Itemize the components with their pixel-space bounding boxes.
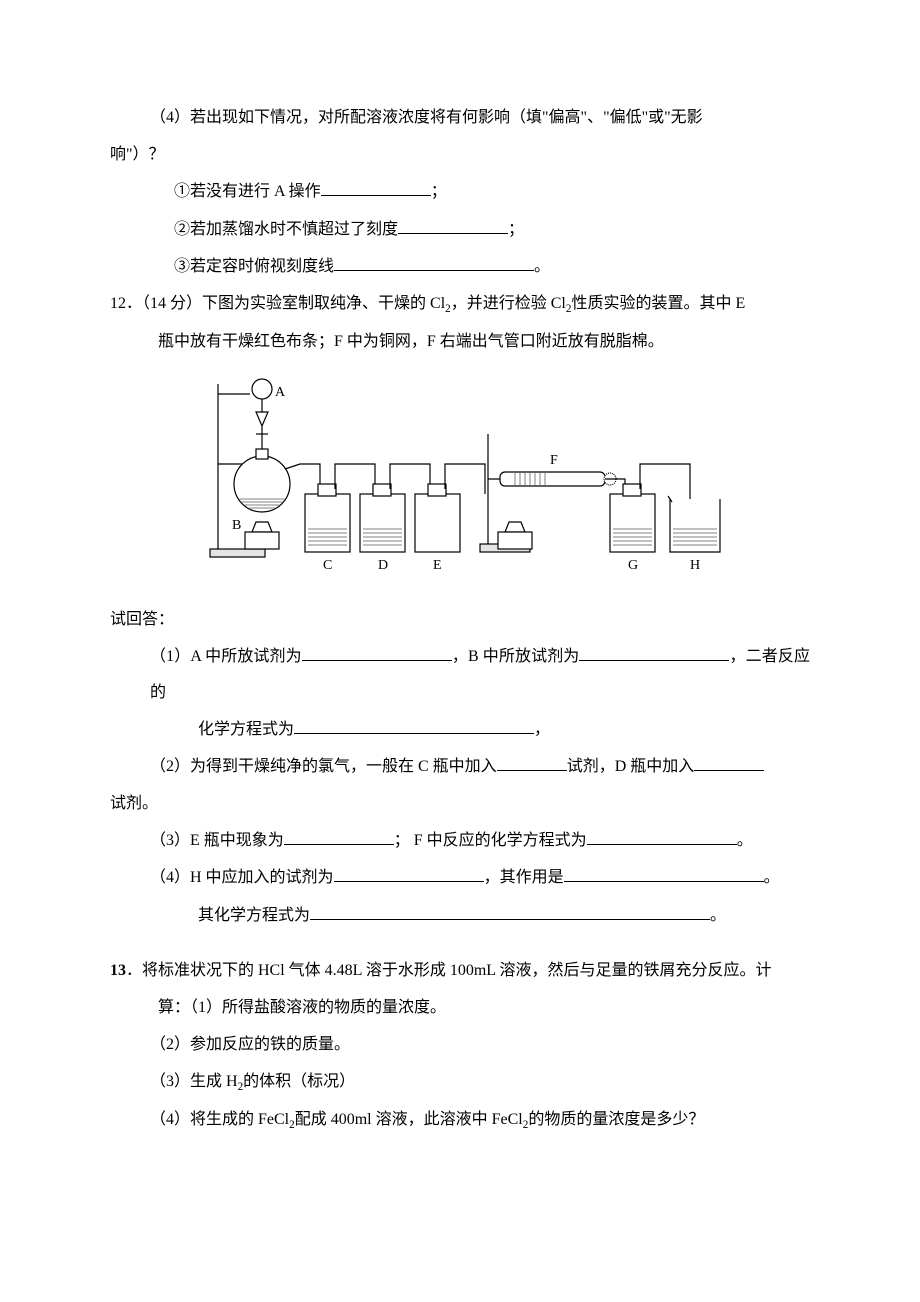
q12-intro1a: 下图为实验室制取纯净、干燥的 Cl: [202, 295, 445, 312]
q11-sub3-text: ③若定容时俯视刻度线: [174, 258, 334, 275]
svg-text:D: D: [378, 558, 388, 573]
q11-p4-text1: （4）若出现如下情况，对所配溶液浓度将有何影响（填"偏高"、"偏低"或"无影: [150, 109, 703, 126]
blank-fill: [398, 218, 508, 234]
q12-p2-line1: （2）为得到干燥纯净的氯气，一般在 C 瓶中加入 试剂，D 瓶中加入: [110, 749, 810, 784]
q11-sub3: ③若定容时俯视刻度线 。: [110, 249, 810, 284]
q11-sub3-end: 。: [534, 258, 550, 275]
blank-fill: [579, 645, 729, 661]
blank-fill: [694, 755, 764, 771]
blank-fill: [334, 866, 484, 882]
q13-p4: （4）将生成的 FeCl2配成 400ml 溶液，此溶液中 FeCl2的物质的量…: [110, 1102, 810, 1138]
q13-p3: （3）生成 H2的体积（标况）: [110, 1064, 810, 1100]
q12-number: 12．: [110, 295, 142, 312]
q11-p4-text2: 响"）？: [110, 146, 165, 163]
q12-p1-line1: （1）A 中所放试剂为，B 中所放试剂为，二者反应的: [110, 639, 810, 709]
q12-p3: （3）E 瓶中现象为 ； F 中反应的化学方程式为 。: [110, 823, 810, 858]
q13-p4c: 的物质的量浓度是多少？: [528, 1111, 704, 1128]
q12-p4a: （4）H 中应加入的试剂为: [150, 869, 334, 886]
blank-fill: [334, 255, 534, 271]
q12-p4-line1: （4）H 中应加入的试剂为 ，其作用是 。: [110, 860, 810, 895]
q12-intro2: 瓶中放有干燥红色布条；F 中为铜网，F 右端出气管口附近放有脱脂棉。: [158, 333, 664, 350]
svg-text:H: H: [690, 558, 700, 573]
q11-sub1-end: ；: [431, 183, 447, 200]
q11-part4-line1: （4）若出现如下情况，对所配溶液浓度将有何影响（填"偏高"、"偏低"或"无影: [110, 100, 810, 135]
q12-p1-line2: 化学方程式为 ，: [110, 712, 810, 747]
blank-fill: [587, 829, 737, 845]
svg-text:G: G: [628, 558, 638, 573]
q12-p4-line2: 其化学方程式为 。: [110, 898, 810, 933]
q13-line1: 13．将标准状况下的 HCl 气体 4.48L 溶于水形成 100mL 溶液，然…: [110, 953, 810, 988]
svg-text:F: F: [550, 453, 558, 468]
q13-line2: 算：（1）所得盐酸溶液的物质的量浓度。: [110, 990, 810, 1025]
svg-text:B: B: [232, 518, 241, 533]
q12-p2c: 试剂。: [110, 795, 158, 812]
q11-sub2-text: ②若加蒸馏水时不慎超过了刻度: [174, 221, 398, 238]
chemistry-apparatus-svg: A B: [200, 374, 730, 574]
q13-p3a: （3）生成 H: [150, 1073, 238, 1090]
q12-points: （14 分）: [142, 295, 202, 312]
svg-text:C: C: [323, 558, 332, 573]
q12-intro1b: ，并进行检验 Cl: [451, 295, 566, 312]
q11-sub1-text: ①若没有进行 A 操作: [174, 183, 321, 200]
blank-fill: [497, 755, 567, 771]
q11-sub2: ②若加蒸馏水时不慎超过了刻度 ；: [110, 212, 810, 247]
q11-sub2-end: ；: [508, 221, 524, 238]
q11-sub1: ①若没有进行 A 操作 ；: [110, 174, 810, 209]
q12-p3a: （3）E 瓶中现象为: [150, 832, 284, 849]
blank-fill: [284, 829, 394, 845]
blank-fill: [321, 180, 431, 196]
q12-p1e: ，: [534, 721, 550, 738]
q12-p3b: ； F 中反应的化学方程式为: [394, 832, 587, 849]
q13-p3b: 的体积（标况）: [243, 1073, 355, 1090]
svg-text:A: A: [275, 385, 286, 400]
q12-intro-line2: 瓶中放有干燥红色布条；F 中为铜网，F 右端出气管口附近放有脱脂棉。: [110, 324, 810, 359]
blank-fill: [294, 718, 534, 734]
q12-p4e: 。: [710, 907, 726, 924]
q12-p4d: 其化学方程式为: [198, 907, 310, 924]
q12-intro-line1: 12．（14 分）下图为实验室制取纯净、干燥的 Cl2，并进行检验 Cl2性质实…: [110, 286, 810, 322]
q12-p2-line2: 试剂。: [110, 786, 810, 821]
q12-p4b: ，其作用是: [484, 869, 564, 886]
q12-p3c: 。: [737, 832, 753, 849]
q12-p2b: 试剂，D 瓶中加入: [567, 758, 695, 775]
q13-p2: （2）参加反应的铁的质量。: [110, 1027, 810, 1062]
blank-fill: [302, 645, 452, 661]
answer-label-text: 试回答：: [110, 611, 174, 628]
q12-p1d: 化学方程式为: [198, 721, 294, 738]
q13-intro: ．将标准状况下的 HCl 气体 4.48L 溶于水形成 100mL 溶液，然后与…: [126, 962, 771, 979]
q12-answer-label: 试回答：: [110, 602, 810, 637]
q12-intro1c: 性质实验的装置。其中 E: [571, 295, 745, 312]
q13-number: 13: [110, 962, 126, 979]
q13-p2-text: （2）参加反应的铁的质量。: [150, 1036, 350, 1053]
q12-p1b: ，B 中所放试剂为: [452, 648, 580, 665]
q12-p1a: （1）A 中所放试剂为: [150, 648, 302, 665]
blank-fill: [564, 866, 764, 882]
apparatus-diagram: A B: [200, 374, 810, 587]
svg-text:E: E: [433, 558, 442, 573]
q12-p2a: （2）为得到干燥纯净的氯气，一般在 C 瓶中加入: [150, 758, 497, 775]
q13-p4b: 配成 400ml 溶液，此溶液中 FeCl: [295, 1111, 523, 1128]
q12-p4c: 。: [764, 869, 780, 886]
q13-intro2: 算：（1）所得盐酸溶液的物质的量浓度。: [158, 999, 446, 1016]
blank-fill: [310, 904, 710, 920]
q11-part4-line2: 响"）？: [110, 137, 810, 172]
q13-p4a: （4）将生成的 FeCl: [150, 1111, 289, 1128]
